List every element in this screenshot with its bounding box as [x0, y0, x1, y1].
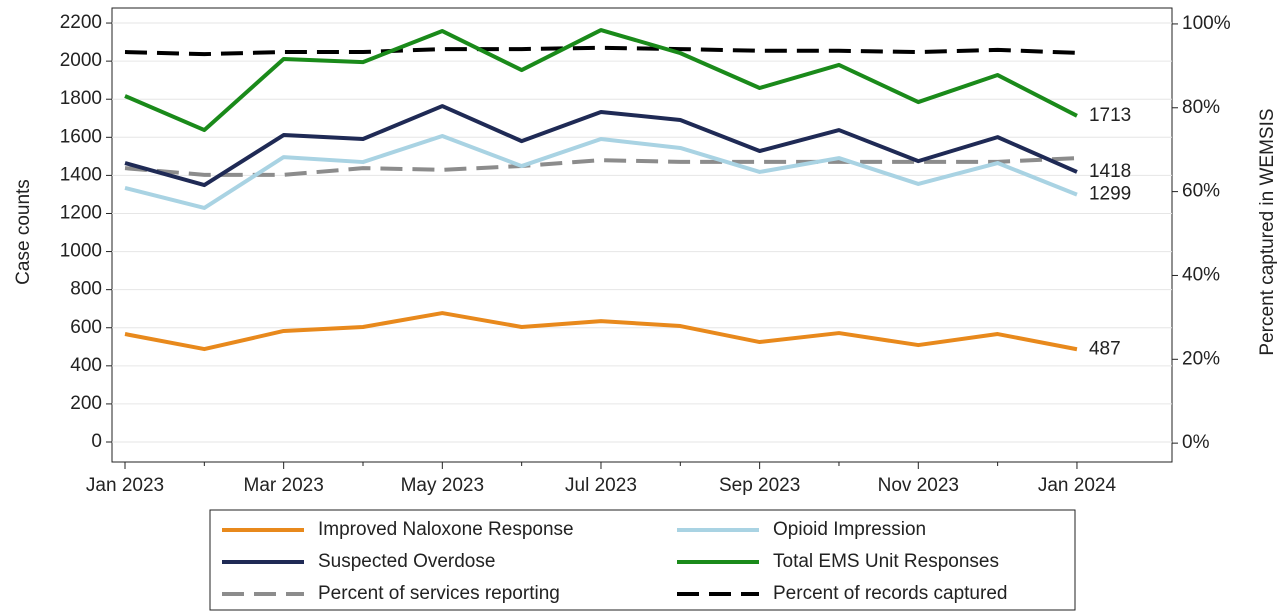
- y2-tick-label: 40%: [1182, 264, 1220, 285]
- x-tick-label: Jan 2023: [86, 475, 164, 496]
- y-tick-label: 1800: [60, 88, 102, 109]
- y-axis-title: Case counts: [13, 179, 34, 285]
- x-tick-label: Mar 2023: [244, 475, 324, 496]
- data-label: 1418: [1089, 161, 1131, 182]
- y-tick-label: 1000: [60, 241, 102, 262]
- legend-label: Percent of records captured: [773, 583, 1007, 604]
- y-tick-label: 1600: [60, 126, 102, 147]
- y2-tick-label: 20%: [1182, 348, 1220, 369]
- data-label: 1713: [1089, 105, 1131, 126]
- y-tick-label: 2000: [60, 50, 102, 71]
- y-tick-label: 1400: [60, 164, 102, 185]
- y2-tick-label: 100%: [1182, 13, 1231, 34]
- y-tick-label: 200: [70, 393, 102, 414]
- y-tick-label: 400: [70, 355, 102, 376]
- legend-label: Suspected Overdose: [318, 551, 495, 572]
- plot-frame: [111, 7, 1173, 463]
- y-tick-label: 1200: [60, 202, 102, 223]
- data-label: 1299: [1089, 184, 1131, 205]
- x-tick-label: Jan 2024: [1038, 475, 1117, 496]
- x-tick-label: May 2023: [401, 475, 484, 496]
- y2-axis-title: Percent captured in WEMSIS: [1257, 108, 1278, 355]
- legend-label: Opioid Impression: [773, 519, 926, 540]
- series-line: [124, 45, 1078, 57]
- y-tick-label: 600: [70, 317, 102, 338]
- y2-tick-label: 0%: [1182, 432, 1210, 453]
- x-tick-label: Nov 2023: [878, 475, 959, 496]
- legend-label: Percent of services reporting: [318, 583, 560, 604]
- x-tick-label: Jul 2023: [565, 475, 637, 496]
- y2-tick-label: 80%: [1182, 97, 1220, 118]
- series-line: [124, 133, 1078, 210]
- y2-tick-label: 60%: [1182, 181, 1220, 202]
- legend-frame: [209, 509, 1076, 611]
- data-label: 487: [1089, 338, 1121, 359]
- series-line: [124, 311, 1078, 352]
- y-tick-label: 0: [91, 431, 102, 452]
- series-line: [124, 28, 1078, 133]
- series-line: [124, 104, 1078, 188]
- y-tick-label: 2200: [60, 12, 102, 33]
- legend-label: Total EMS Unit Responses: [773, 551, 999, 572]
- legend-label: Improved Naloxone Response: [318, 519, 574, 540]
- y-tick-label: 800: [70, 279, 102, 300]
- x-tick-label: Sep 2023: [719, 475, 800, 496]
